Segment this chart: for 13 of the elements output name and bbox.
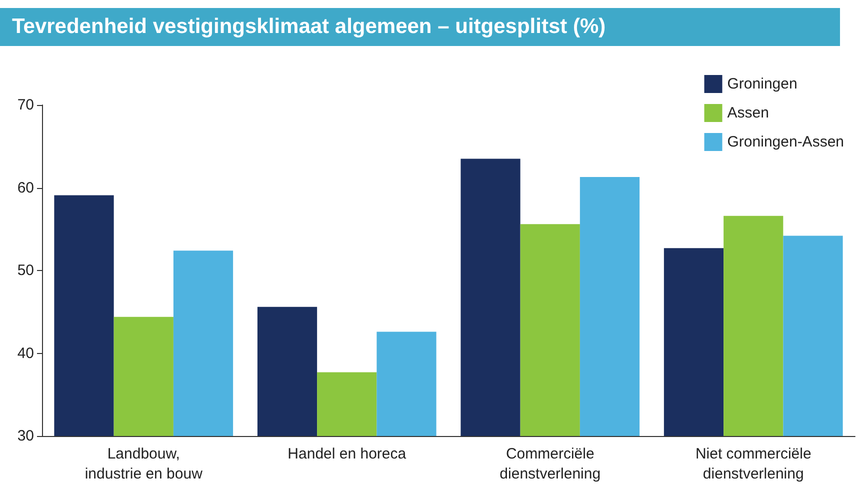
legend-label: Assen (727, 104, 769, 122)
y-tick-label: 50 (17, 262, 34, 279)
legend-label: Groningen (727, 76, 798, 92)
x-tick-label: Commerciële dienstverlening (500, 446, 601, 482)
y-tick-label: 60 (17, 179, 34, 196)
y-tick-label: 70 (17, 96, 34, 114)
x-tick-label: Handel en horeca (288, 446, 407, 462)
x-tick-label: Landbouw, industrie en bouw (84, 446, 203, 482)
y-tick-label: 40 (17, 344, 34, 362)
chart-title: Tevredenheid vestigingsklimaat algemeen – uitgesplitst (%) (0, 8, 840, 46)
x-tick-label: Niet commerciële dienstverlening (695, 446, 812, 482)
legend-label: Groningen-Assen (727, 134, 844, 150)
y-tick-label: 30 (17, 428, 34, 444)
